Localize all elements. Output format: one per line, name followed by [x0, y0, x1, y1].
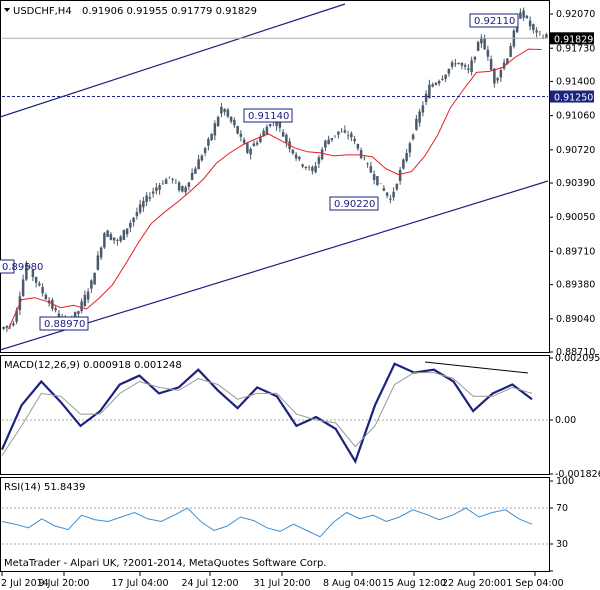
- price-annotation-box: [243, 108, 293, 123]
- price-y-tick-label: 0.88710: [556, 347, 595, 358]
- price-y-tick-label: 0.89040: [556, 314, 595, 325]
- price-annotation-label: 0.89580: [2, 262, 43, 273]
- macd-y-tick-label: 0.002095: [555, 353, 600, 364]
- price-annotation-label: 0.90220: [334, 199, 375, 210]
- price-annotation-label: 0.91140: [248, 111, 289, 122]
- x-axis-tick-label: 31 Jul 20:00: [254, 578, 311, 589]
- moving-average-line: [8, 48, 542, 330]
- macd-header: MACD(12,26,9) 0.000918 0.001248: [4, 360, 182, 371]
- x-axis-tick-label: 8 Aug 04:00: [323, 578, 381, 589]
- channel-lower-line[interactable]: [0, 180, 549, 351]
- price-annotation-box: [0, 259, 15, 274]
- price-annotation-box: [39, 316, 89, 331]
- price-y-tick-label: 0.89380: [556, 280, 595, 291]
- price-annotation-label: 0.92110: [474, 16, 515, 27]
- x-axis-tick-label: 24 Jul 12:00: [182, 578, 239, 589]
- price-y-tick-label: 0.89710: [556, 246, 595, 257]
- macd-trendline[interactable]: [424, 361, 529, 374]
- price-y-tick-label: 0.90720: [556, 145, 595, 156]
- rsi-y-tick-label: 30: [556, 539, 568, 550]
- footer-copyright: MetaTrader - Alpari UK, ?2001-2014, Meta…: [4, 558, 326, 569]
- x-axis-tick-label: 1 Sep 04:00: [506, 578, 563, 589]
- price-y-tick-label: 0.90050: [556, 212, 595, 223]
- macd-signal-line: [1, 372, 533, 456]
- x-axis-tick-label: 15 Aug 12:00: [382, 578, 446, 589]
- price-annotation-box: [329, 196, 379, 211]
- x-axis-tick-label: 17 Jul 04:00: [112, 578, 169, 589]
- support-level-label: 0.91250: [554, 93, 593, 104]
- price-annotation-box: [469, 13, 519, 28]
- price-y-tick-label: 0.91730: [556, 43, 595, 54]
- symbol-label: USDCHF,H4: [13, 6, 72, 17]
- rsi-y-tick-label: 100: [556, 476, 574, 487]
- price-y-tick-label: 0.91060: [556, 111, 595, 122]
- macd-y-tick-label: -0.001826: [555, 469, 600, 480]
- support-level-box: [550, 90, 594, 103]
- rsi-y-tick-label: 70: [556, 503, 568, 514]
- price-panel-frame: [0, 0, 550, 353]
- dropdown-arrow-icon[interactable]: [4, 8, 10, 12]
- price-annotation-label: 0.88970: [44, 319, 85, 330]
- rsi-panel-frame: [0, 477, 550, 572]
- ohlc-values: 0.91906 0.91955 0.91779 0.91829: [82, 6, 257, 17]
- macd-y-tick-label: 0.00: [555, 415, 576, 426]
- rsi-header: RSI(14) 51.8439: [4, 482, 85, 493]
- x-axis-tick-label: 2 Jul 2014: [1, 578, 49, 589]
- channel-upper-line[interactable]: [0, 3, 346, 118]
- x-axis-tick-label: 9 Jul 20:00: [39, 578, 90, 589]
- price-y-tick-label: 0.90390: [556, 178, 595, 189]
- rsi-line: [1, 507, 533, 538]
- current-price-label: 0.91829: [554, 34, 593, 45]
- price-y-tick-label: 0.92070: [556, 9, 595, 20]
- current-price-box: [550, 32, 594, 45]
- x-axis-tick-label: 22 Aug 20:00: [442, 578, 506, 589]
- macd-panel-frame: [0, 355, 550, 475]
- price-y-tick-label: 0.91400: [556, 76, 595, 87]
